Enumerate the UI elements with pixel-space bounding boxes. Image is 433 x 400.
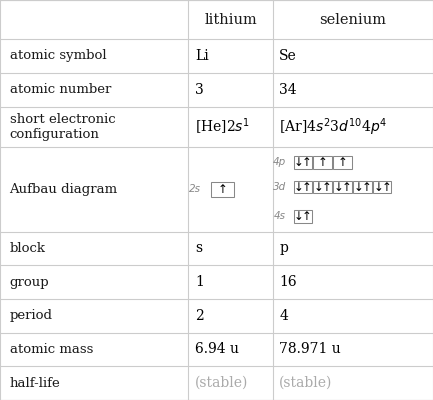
Text: lithium: lithium: [204, 12, 257, 26]
Bar: [313, 181, 332, 194]
Text: ↑: ↑: [362, 180, 372, 194]
Text: Li: Li: [195, 49, 209, 63]
Text: ↓: ↓: [294, 210, 304, 223]
Text: 3: 3: [195, 83, 204, 97]
Text: atomic symbol: atomic symbol: [10, 50, 106, 62]
Bar: [373, 181, 391, 194]
Text: ↑: ↑: [302, 156, 312, 169]
Text: [Ar]4$s^2$3$d^{10}$4$p^4$: [Ar]4$s^2$3$d^{10}$4$p^4$: [279, 116, 388, 138]
Bar: [211, 182, 234, 197]
Text: ↑: ↑: [302, 180, 312, 194]
Bar: [353, 181, 372, 194]
Text: 16: 16: [279, 275, 297, 289]
Text: Aufbau diagram: Aufbau diagram: [10, 183, 118, 196]
Text: 3d: 3d: [272, 182, 286, 192]
Text: ↑: ↑: [342, 180, 352, 194]
Text: [He]2$s^1$: [He]2$s^1$: [195, 117, 250, 137]
Text: ↑: ↑: [302, 210, 312, 223]
Text: ↑: ↑: [338, 156, 347, 169]
Text: ↓: ↓: [314, 180, 324, 194]
Text: atomic mass: atomic mass: [10, 343, 93, 356]
Bar: [294, 181, 312, 194]
Text: Se: Se: [279, 49, 297, 63]
Text: short electronic
configuration: short electronic configuration: [10, 113, 115, 141]
Text: ↓: ↓: [294, 180, 304, 194]
Text: 4p: 4p: [272, 158, 286, 168]
Text: s: s: [195, 241, 202, 255]
Bar: [333, 181, 352, 194]
Text: 6.94 u: 6.94 u: [195, 342, 239, 356]
Bar: [333, 156, 352, 169]
Text: 34: 34: [279, 83, 297, 97]
Text: ↑: ↑: [318, 156, 327, 169]
Text: atomic number: atomic number: [10, 83, 111, 96]
Text: ↓: ↓: [374, 180, 384, 194]
Text: 2: 2: [195, 309, 204, 323]
Text: ↑: ↑: [322, 180, 332, 194]
Text: block: block: [10, 242, 45, 255]
Text: ↑: ↑: [381, 180, 391, 194]
Text: period: period: [10, 309, 52, 322]
Text: (stable): (stable): [195, 376, 248, 390]
Text: 2s: 2s: [189, 184, 201, 194]
Text: group: group: [10, 276, 49, 288]
Bar: [313, 156, 332, 169]
Text: ↓: ↓: [294, 156, 304, 169]
Text: 78.971 u: 78.971 u: [279, 342, 341, 356]
Text: ↓: ↓: [354, 180, 364, 194]
Bar: [294, 156, 312, 169]
Bar: [294, 210, 312, 223]
Text: 4: 4: [279, 309, 288, 323]
Text: selenium: selenium: [320, 12, 386, 26]
Text: p: p: [279, 241, 288, 255]
Text: 4s: 4s: [274, 211, 286, 221]
Text: ↓: ↓: [334, 180, 344, 194]
Text: ↑: ↑: [218, 183, 227, 196]
Text: 1: 1: [195, 275, 204, 289]
Text: half-life: half-life: [10, 377, 60, 390]
Text: (stable): (stable): [279, 376, 333, 390]
